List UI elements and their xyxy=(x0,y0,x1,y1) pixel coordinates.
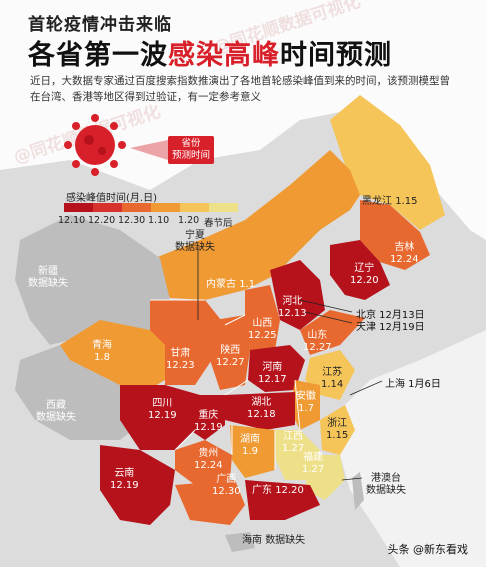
region-qinghai xyxy=(60,320,170,395)
label-sichuan: 四川 12.19 xyxy=(148,398,177,421)
region-liaoning xyxy=(330,240,390,300)
label-shandong: 山东 12.27 xyxy=(303,330,332,353)
label-shaanxi: 陕西 12.27 xyxy=(216,345,245,368)
region-jilin xyxy=(360,200,430,270)
beijing-callout-line xyxy=(299,299,353,313)
label-henan: 河南 12.17 xyxy=(258,362,287,385)
province-borders xyxy=(150,299,301,470)
title-line-2: 各省第一波感染高峰时间预测 xyxy=(28,40,392,71)
legend-swatch xyxy=(64,203,93,212)
virus-icon xyxy=(64,114,126,176)
region-zhejiang xyxy=(320,405,355,455)
region-guangxi xyxy=(175,480,245,525)
label-hubei: 湖北 12.18 xyxy=(247,397,276,420)
label-gansu: 甘肃 12.23 xyxy=(166,348,195,371)
label-zhejiang: 浙江 1.15 xyxy=(326,418,349,441)
region-gansu xyxy=(150,300,225,385)
legend-swatch xyxy=(180,203,209,212)
legend-tick-label: 春节后 xyxy=(204,218,233,229)
hmt-callout-line xyxy=(341,477,363,481)
label-liaoning: 辽宁 12.20 xyxy=(350,263,379,286)
region-fujian xyxy=(305,455,345,500)
region-yunnan xyxy=(100,445,175,525)
label-hmt: 港澳台 数据缺失 xyxy=(366,473,406,496)
label-yunnan: 云南 12.19 xyxy=(110,468,139,491)
legend-tick-label: 12.30 xyxy=(118,215,146,226)
region-guangdong xyxy=(245,480,320,520)
tianjin-callout-line xyxy=(304,311,353,324)
intro-text: 近日，大数据专家通过百度搜索指数推演出了各地首轮感染峰值到来的时间，该预测模型曾… xyxy=(30,75,450,103)
legend-tick-label: 12.10 xyxy=(58,215,86,226)
label-hunan: 湖南 1.9 xyxy=(240,434,260,457)
region-guizhou xyxy=(175,440,232,485)
legend-tick-label: 12.20 xyxy=(88,215,116,226)
legend-title: 感染峰值时间(月.日) xyxy=(66,193,157,204)
label-chongqing: 重庆 12.19 xyxy=(194,410,223,433)
title-line-1: 首轮疫情冲击来临 xyxy=(28,15,172,35)
legend-swatch xyxy=(122,203,151,212)
label-ningxia: 宁夏 数据缺失 xyxy=(175,230,215,253)
region-heilongjiang xyxy=(330,95,445,230)
legend-swatch xyxy=(209,203,238,212)
region-hubei xyxy=(225,392,295,430)
region-chongqing xyxy=(190,395,225,440)
label-heilongjiang: 黑龙江 1.15 xyxy=(362,196,418,207)
region-shandong xyxy=(300,310,365,355)
region-xinjiang xyxy=(15,215,170,345)
callout-shanghai: 上海 1月6日 xyxy=(385,379,441,390)
callout-tianjin: 天津 12月19日 xyxy=(356,322,425,333)
region-neimenggu xyxy=(150,150,360,300)
legend-tick-label: 1.10 xyxy=(148,215,170,226)
sea xyxy=(330,330,486,567)
label-xinjiang: 新疆 数据缺失 xyxy=(28,266,68,289)
legend-tick-label: 1.20 xyxy=(178,215,200,226)
label-jiangsu: 江苏 1.14 xyxy=(321,367,344,390)
region-anhui xyxy=(290,380,320,430)
label-anhui: 安徽 1.7 xyxy=(296,391,316,414)
label-neimenggu: 内蒙古 1.1 xyxy=(206,279,256,290)
legend-swatch xyxy=(151,203,180,212)
label-guangxi: 广西 12.30 xyxy=(212,474,241,497)
legend-bar xyxy=(64,203,238,212)
label-qinghai: 青海 1.8 xyxy=(92,340,112,363)
region-hebei xyxy=(270,260,325,330)
label-fujian: 福建 1.27 xyxy=(302,452,325,475)
region-hainan xyxy=(225,532,255,552)
shanghai-callout-line xyxy=(349,380,383,396)
label-hainan: 海南 数据缺失 xyxy=(242,535,306,546)
region-hunan xyxy=(230,425,275,478)
label-guizhou: 贵州 12.24 xyxy=(194,448,223,471)
region-shaanxi xyxy=(210,315,250,390)
label-shanxi: 山西 12.25 xyxy=(248,318,277,341)
label-jilin: 吉林 12.24 xyxy=(390,242,419,265)
region-taiwan xyxy=(352,472,364,510)
region-henan xyxy=(248,345,305,392)
label-xizang: 西藏 数据缺失 xyxy=(36,400,76,423)
region-sichuan xyxy=(120,385,200,450)
label-guangdong: 广东 12.20 xyxy=(252,485,304,496)
callout-beijing: 北京 12月13日 xyxy=(356,310,425,321)
legend-swatch xyxy=(93,203,122,212)
label-jiangxi: 江西 1.27 xyxy=(282,431,305,454)
map-badge: 省份 预测时间 xyxy=(168,136,214,164)
region-shanxi xyxy=(245,285,280,350)
badge-pointer xyxy=(130,140,168,160)
footer-source: 头条 @新东看戏 xyxy=(387,543,469,556)
label-hebei: 河北 12.13 xyxy=(278,296,307,319)
